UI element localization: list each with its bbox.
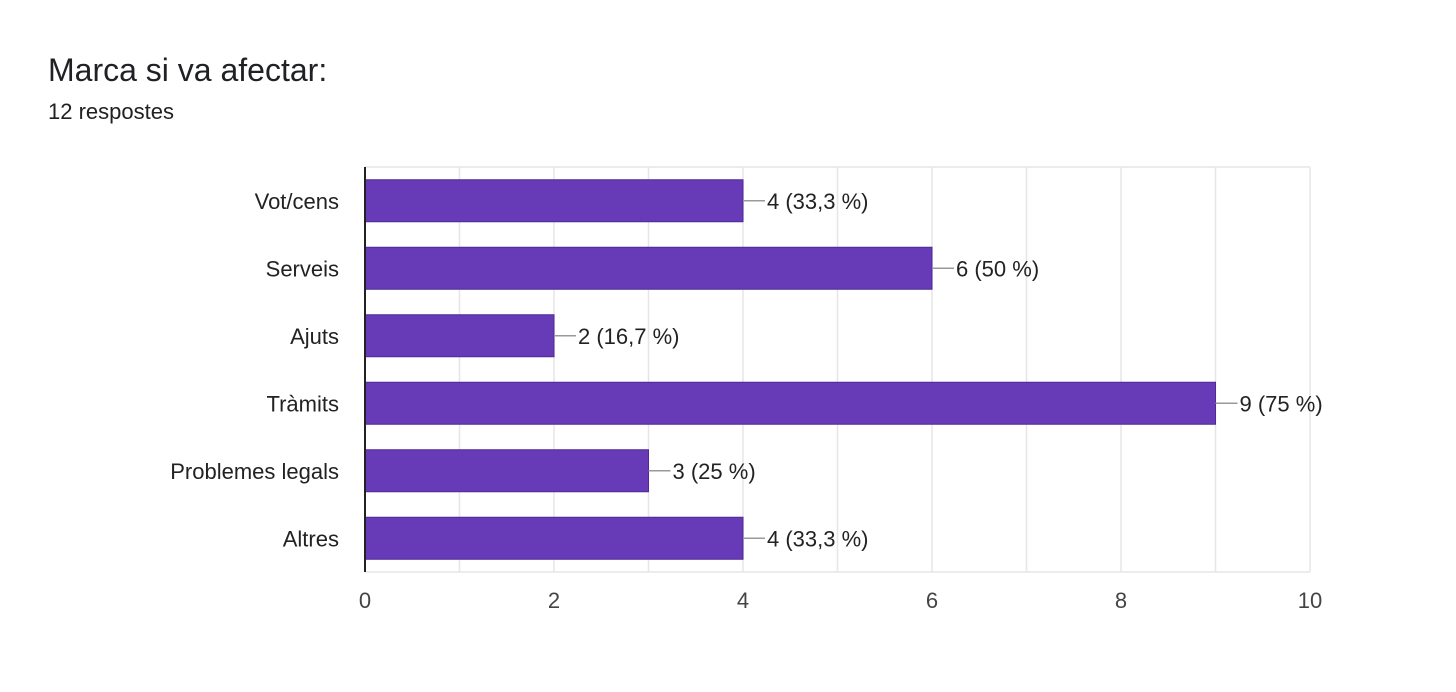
- bar: [364, 179, 744, 223]
- category-label: Vot/cens: [255, 189, 339, 214]
- data-label: 9 (75 %): [1240, 391, 1323, 416]
- bar: [364, 314, 555, 358]
- data-label: 3 (25 %): [673, 459, 756, 484]
- bar: [364, 516, 744, 560]
- x-tick-label: 10: [1298, 588, 1322, 613]
- bar: [364, 449, 649, 493]
- question-title: Marca si va afectar:: [48, 52, 328, 88]
- category-label: Serveis: [266, 256, 339, 281]
- category-label: Altres: [283, 526, 339, 551]
- category-label: Tràmits: [266, 391, 339, 416]
- response-count: 12 respostes: [48, 99, 174, 124]
- data-label: 4 (33,3 %): [767, 189, 869, 214]
- x-tick-label: 0: [359, 588, 371, 613]
- x-tick-label: 4: [737, 588, 749, 613]
- labels: 4 (33,3 %) Vot/cens 6 (50 %) Serveis 2 (16,7…: [170, 189, 1322, 613]
- data-label: 2 (16,7 %): [578, 324, 680, 349]
- grid-lines: [365, 166, 1311, 573]
- data-label-connectors: [554, 200, 1238, 539]
- bar: [364, 381, 1216, 425]
- x-tick-label: 2: [548, 588, 560, 613]
- bar: [364, 246, 933, 290]
- data-label: 6 (50 %): [956, 256, 1039, 281]
- data-label: 4 (33,3 %): [767, 526, 869, 551]
- x-tick-label: 8: [1115, 588, 1127, 613]
- category-label: Ajuts: [290, 324, 339, 349]
- x-tick-label: 6: [926, 588, 938, 613]
- category-label: Problemes legals: [170, 459, 339, 484]
- bars: [364, 179, 1216, 560]
